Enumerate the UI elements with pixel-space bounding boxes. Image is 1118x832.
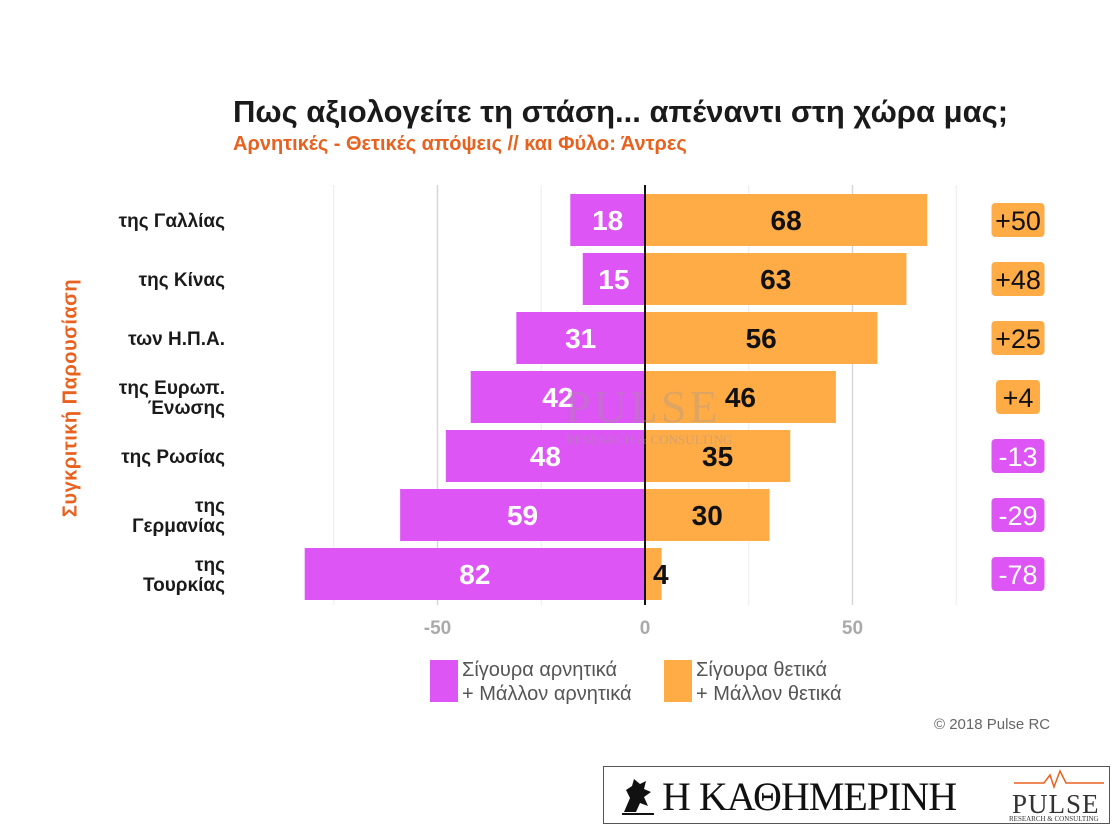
- pulse-logo: PULSE: [1012, 789, 1100, 819]
- net-badge: [991, 321, 1045, 355]
- bar-negative: [400, 489, 645, 541]
- pulse-logo-pulse-icon: [1014, 769, 1104, 789]
- legend-negative-swatch: [430, 660, 458, 702]
- newspaper-logo: Η ΚΑΘΗΜΕΡΙΝΗ: [662, 774, 957, 819]
- net-badge: [991, 203, 1045, 237]
- chart-title: Πως αξιολογείτε τη στάση... απέναντι στη…: [233, 94, 1009, 129]
- bar-positive: [645, 489, 770, 541]
- bar-negative: [582, 253, 645, 305]
- category-label: της: [195, 555, 225, 576]
- category-label: της Ρωσίας: [121, 447, 225, 468]
- net-badge: [991, 498, 1045, 532]
- data-label-negative: 18: [592, 205, 623, 236]
- data-label-positive: 30: [692, 500, 723, 531]
- net-value: -13: [998, 442, 1037, 472]
- bar-positive: [645, 194, 928, 246]
- legend-negative-line2: + Μάλλον αρνητικά: [462, 683, 632, 705]
- category-label: της Γαλλίας: [119, 211, 225, 232]
- pulse-watermark-sub: RESEARCH & CONSULTING: [566, 432, 733, 447]
- bar-positive: [645, 548, 662, 600]
- data-label-negative: 42: [542, 382, 573, 413]
- data-label-positive: 63: [760, 264, 791, 295]
- pulse-watermark: PULSE: [565, 381, 721, 432]
- net-value: +4: [1003, 383, 1034, 413]
- net-value: -29: [998, 501, 1037, 531]
- data-label-negative: 15: [598, 264, 629, 295]
- category-label: της Κίνας: [139, 270, 225, 291]
- copyright: © 2018 Pulse RC: [934, 716, 1051, 733]
- bar-positive: [645, 371, 836, 423]
- data-label-negative: 59: [507, 500, 538, 531]
- category-label: της Ευρωπ.: [119, 378, 225, 399]
- bar-positive: [645, 430, 791, 482]
- x-tick-label: 0: [640, 618, 651, 639]
- legend-negative-line1: Σίγουρα αρνητικά: [462, 659, 618, 681]
- data-label-positive: 68: [771, 205, 802, 236]
- net-badge: [991, 439, 1045, 473]
- chart-subtitle: Αρνητικές - Θετικές απόψεις // και Φύλο:…: [233, 133, 687, 155]
- category-label: Ένωσης: [148, 398, 225, 419]
- bar-negative: [470, 371, 645, 423]
- pulse-logo-sub: RESEARCH & CONSULTING: [1009, 815, 1099, 823]
- bar-negative: [445, 430, 645, 482]
- category-label: Τουρκίας: [143, 575, 225, 596]
- net-value: +50: [995, 206, 1041, 236]
- x-tick-label: 50: [842, 618, 863, 639]
- net-value: -78: [998, 560, 1037, 590]
- category-label: των Η.Π.Α.: [128, 329, 225, 350]
- category-label: της: [195, 496, 225, 517]
- data-label-positive: 4: [653, 559, 669, 590]
- net-badge: [996, 380, 1040, 414]
- bar-negative: [304, 548, 645, 600]
- data-label-negative: 82: [459, 559, 490, 590]
- diverging-bar-chart: 18 68 της Γαλλίας +50 15 63 της Κίνας +48 31 56 τω…: [119, 185, 1045, 639]
- kathimerini-emblem-icon: [622, 779, 654, 815]
- legend-positive-swatch: [664, 660, 692, 702]
- data-label-negative: 48: [530, 441, 561, 472]
- bar-negative: [516, 312, 645, 364]
- data-label-positive: 46: [725, 382, 756, 413]
- net-value: +48: [995, 265, 1041, 295]
- footer-banner: Η ΚΑΘΗΜΕΡΙΝΗ PULSE RESEARCH & CONSULTING: [603, 766, 1110, 824]
- bar-positive: [645, 312, 878, 364]
- data-label-negative: 31: [565, 323, 596, 354]
- category-label: Γερμανίας: [132, 516, 225, 537]
- x-tick-label: -50: [424, 618, 451, 639]
- legend-positive-line1: Σίγουρα θετικά: [696, 659, 828, 681]
- bar-positive: [645, 253, 907, 305]
- data-label-positive: 35: [702, 441, 733, 472]
- net-badge: [991, 262, 1045, 296]
- net-value: +25: [995, 324, 1041, 354]
- net-badge: [991, 557, 1045, 591]
- data-label-positive: 56: [746, 323, 777, 354]
- legend-positive-line2: + Μάλλον θετικά: [696, 683, 842, 705]
- bar-negative: [570, 194, 645, 246]
